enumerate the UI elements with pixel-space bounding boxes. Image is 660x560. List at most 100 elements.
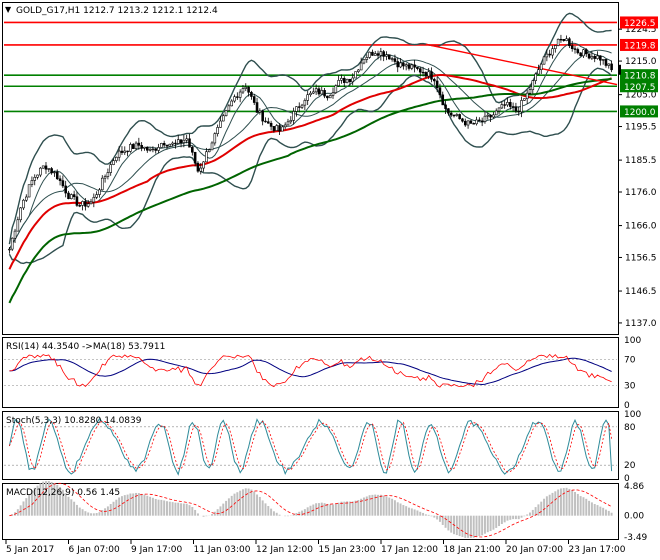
- candle-body: [525, 92, 529, 99]
- current-price-marker: [618, 64, 621, 75]
- candle-body: [213, 133, 217, 144]
- levels-layer: [4, 21, 617, 113]
- candle-body: [393, 58, 397, 62]
- candle-body: [297, 106, 301, 108]
- rsi-pane: [2, 337, 619, 408]
- rsi-ma-line: [9, 357, 612, 386]
- price-tick-label: 1215.0: [625, 57, 657, 67]
- level-tag-label: 1210.8: [624, 72, 656, 82]
- candle-body: [196, 162, 200, 172]
- candle-body: [84, 201, 87, 207]
- candle-body: [61, 180, 65, 187]
- candle-body: [340, 77, 343, 81]
- candle-body: [281, 126, 284, 132]
- candles-layer: [8, 34, 613, 254]
- stoch-pane: [2, 411, 619, 480]
- candle-body: [407, 64, 411, 69]
- trendline: [425, 43, 618, 86]
- candle-body: [435, 80, 439, 89]
- candle-body: [503, 104, 506, 106]
- candle-body: [492, 114, 495, 118]
- rsi-tick-label: 100: [624, 336, 641, 346]
- candle-body: [599, 55, 602, 61]
- level-tag: [620, 105, 658, 118]
- candle-body: [399, 62, 402, 68]
- candle-body: [337, 80, 340, 87]
- candle-body: [438, 87, 442, 96]
- price-tick-label: 1166.0: [625, 222, 657, 232]
- candle-body: [191, 146, 194, 153]
- candle-body: [182, 139, 186, 143]
- candle-body: [165, 144, 169, 147]
- candle-body: [120, 150, 124, 153]
- candle-body: [382, 51, 385, 57]
- candle-body: [151, 148, 155, 151]
- candle-body: [95, 194, 98, 198]
- candle-body: [494, 110, 498, 116]
- candle-body: [154, 148, 158, 151]
- candle-body: [587, 53, 591, 59]
- candle-body: [89, 201, 93, 205]
- price-tick-label: 1224.5: [625, 25, 657, 35]
- candle-body: [373, 53, 377, 56]
- candle-body: [207, 149, 211, 153]
- rsi-line: [9, 353, 612, 388]
- candle-body: [258, 110, 262, 113]
- candle-body: [309, 92, 312, 96]
- candle-body: [461, 118, 464, 122]
- candle-body: [489, 114, 492, 118]
- candle-body: [570, 45, 574, 49]
- candle-body: [472, 123, 475, 125]
- candle-body: [247, 86, 250, 93]
- candle-body: [275, 125, 279, 131]
- candle-body: [596, 55, 599, 59]
- chart-menu-icon[interactable]: ▼: [5, 5, 12, 14]
- ma-fast: [8, 42, 612, 250]
- candle-body: [81, 201, 84, 206]
- candle-body: [300, 104, 304, 108]
- candle-body: [444, 104, 447, 109]
- candle-body: [590, 55, 594, 59]
- candle-body: [593, 55, 596, 59]
- candle-body: [565, 38, 568, 41]
- candle-body: [475, 119, 478, 125]
- candle-body: [160, 143, 163, 148]
- time-tick-label: 20 Jan 07:00: [506, 545, 563, 555]
- candle-body: [483, 115, 487, 122]
- time-tick-label: 6 Jan 07:00: [69, 545, 121, 555]
- candle-body: [514, 106, 518, 112]
- candle-body: [303, 100, 307, 106]
- candle-body: [106, 172, 110, 177]
- candle-body: [78, 205, 82, 207]
- candle-body: [362, 59, 366, 64]
- candle-body: [348, 78, 352, 83]
- candle-body: [357, 69, 360, 72]
- candle-body: [47, 168, 51, 170]
- candle-body: [478, 119, 481, 122]
- stoch-tick-label: 80: [624, 423, 636, 433]
- candle-body: [345, 78, 349, 83]
- stoch-tick-label: 0: [624, 474, 630, 484]
- candle-body: [554, 45, 557, 49]
- candle-body: [92, 196, 96, 203]
- candle-body: [486, 114, 490, 117]
- candle-body: [41, 165, 45, 169]
- candle-body: [261, 110, 264, 122]
- candle-body: [413, 64, 416, 68]
- candle-body: [44, 165, 48, 170]
- rsi-tick-label: 30: [624, 382, 636, 392]
- candle-body: [359, 62, 363, 71]
- candle-body: [542, 56, 546, 65]
- candle-body: [272, 126, 276, 131]
- level-tag-label: 1226.5: [624, 19, 656, 29]
- candle-body: [548, 53, 551, 56]
- candle-body: [447, 108, 450, 114]
- candle-body: [342, 77, 346, 83]
- macd-tick-label: 0.00: [624, 512, 644, 522]
- price-tick-label: 1205.0: [625, 91, 657, 101]
- bollinger-upper: [8, 12, 612, 245]
- candle-body: [39, 167, 42, 176]
